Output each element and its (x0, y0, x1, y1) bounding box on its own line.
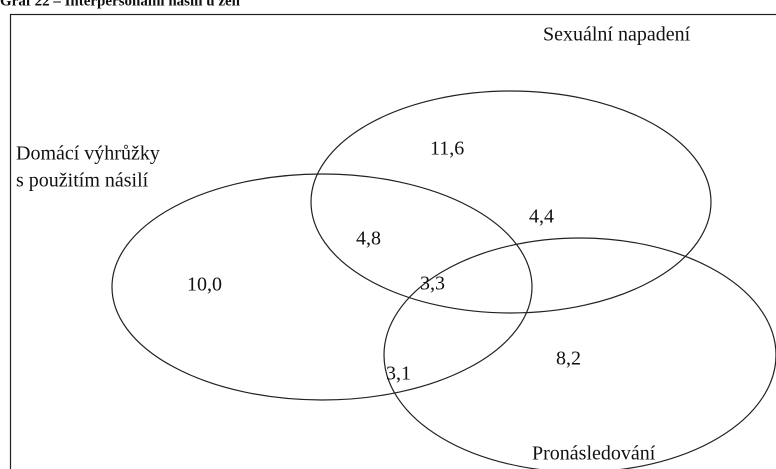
set-label: s použitím násilí (16, 170, 149, 192)
region-value: 3,3 (420, 273, 445, 295)
set-label: Sexuální napadení (543, 24, 691, 46)
region-value: 10,0 (187, 274, 222, 296)
set-ellipse (310, 90, 712, 314)
region-value: 8,2 (556, 348, 581, 370)
frame (9, 13, 776, 469)
title: Graf 22 – Interpersonální násilí u žen (0, 0, 241, 9)
region-value: 11,6 (430, 138, 464, 160)
region-value: 4,8 (356, 228, 381, 250)
set-label: Pronásledování (532, 443, 656, 465)
set-label: Domácí výhrůžky (16, 143, 160, 165)
set-ellipse (383, 237, 776, 469)
set-ellipse (111, 173, 533, 401)
region-value: 4,4 (529, 206, 554, 228)
region-value: 3,1 (386, 363, 411, 385)
